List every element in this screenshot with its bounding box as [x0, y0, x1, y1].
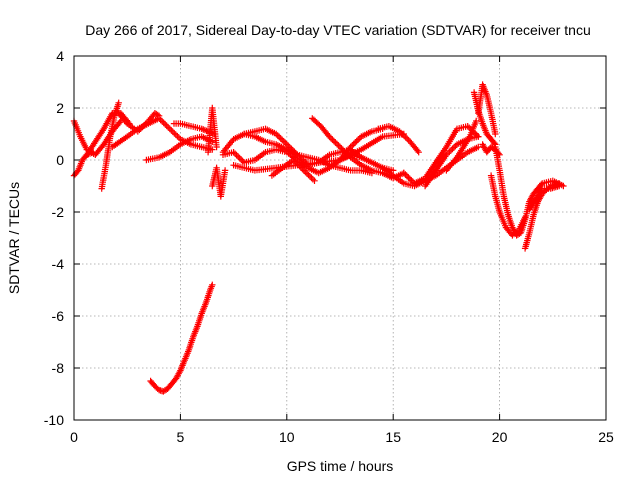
grid-lines	[74, 56, 606, 420]
data-marks	[70, 81, 567, 395]
plus-markers	[113, 107, 163, 135]
series-track-n	[230, 130, 407, 174]
series-track-aa	[487, 172, 529, 239]
x-tick-label: 10	[279, 429, 295, 445]
x-tick-label: 0	[70, 429, 78, 445]
x-tick-label: 5	[177, 429, 185, 445]
x-tick-label: 20	[492, 429, 508, 445]
series-track-ac	[526, 182, 563, 213]
y-tick-label: 4	[56, 48, 64, 64]
x-tick-label: 25	[598, 429, 614, 445]
plus-markers	[147, 281, 216, 395]
plus-markers	[209, 164, 229, 200]
y-tick-label: 2	[56, 100, 64, 116]
y-tick-label: 0	[56, 152, 64, 168]
series-track-j	[209, 164, 229, 200]
plus-markers	[492, 143, 567, 239]
y-tick-label: -2	[52, 204, 65, 220]
plot-frame	[73, 55, 607, 421]
plus-markers	[268, 156, 318, 184]
series-track-r	[375, 123, 422, 156]
plus-markers	[204, 104, 220, 156]
y-tick-label: -6	[52, 308, 65, 324]
plus-markers	[487, 172, 529, 239]
y-tick-label: -4	[52, 256, 65, 272]
plus-markers	[475, 81, 499, 138]
series-track-ad	[147, 281, 216, 395]
series-track-x	[475, 81, 499, 138]
plus-markers	[443, 117, 480, 174]
series-track-o	[268, 156, 318, 184]
x-axis-label: GPS time / hours	[287, 458, 394, 474]
y-axis-label: SDTVAR / TECUs	[6, 182, 22, 294]
plus-markers	[230, 130, 407, 174]
chart-title: Day 266 of 2017, Sidereal Day-to-day VTE…	[85, 22, 591, 38]
y-tick-label: -8	[52, 360, 65, 376]
plus-markers	[526, 182, 563, 213]
axis-ticks	[73, 55, 607, 421]
series-track-v	[443, 117, 480, 174]
series-track-i	[204, 104, 220, 156]
y-tick-label: -10	[44, 412, 64, 428]
series-track-z	[492, 143, 567, 239]
series-track-f	[113, 107, 163, 135]
x-tick-label: 15	[385, 429, 401, 445]
plus-markers	[375, 123, 422, 156]
